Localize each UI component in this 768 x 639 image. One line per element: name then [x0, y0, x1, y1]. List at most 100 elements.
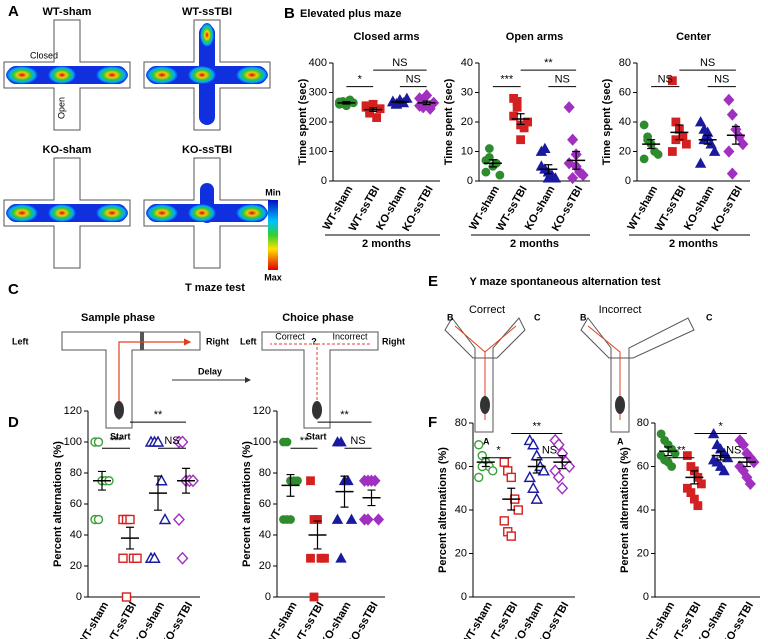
sig-label: * [496, 445, 501, 457]
data-point [737, 438, 749, 451]
data-point [567, 133, 579, 146]
y-tick-label: 100 [309, 145, 327, 157]
sig-label: *** [110, 435, 124, 447]
data-point [723, 145, 735, 158]
data-point [693, 501, 703, 511]
data-point [176, 435, 189, 449]
data-point [667, 76, 677, 86]
data-point [537, 464, 550, 476]
sig-label: NS [350, 435, 365, 447]
data-point [306, 553, 315, 563]
sig-label: ** [677, 445, 686, 457]
data-point [158, 513, 172, 525]
y-tick-label: 40 [637, 504, 649, 516]
scale-label: Max [264, 272, 282, 282]
y-tick-label: 0 [76, 591, 82, 603]
maze-title: WT-ssTBI [182, 6, 232, 18]
y-tick-label: 60 [637, 460, 649, 472]
arm-label: B [447, 312, 454, 322]
y-tick-label: 30 [461, 86, 473, 98]
y-tick-label: 0 [265, 591, 271, 603]
data-point [694, 116, 707, 127]
sig-label: * [718, 420, 723, 432]
scale-label: Min [265, 187, 281, 197]
y-axis-label: Percent alternations (%) [437, 447, 449, 573]
data-point [667, 462, 677, 471]
y-tick-label: 0 [467, 175, 473, 187]
sem-bar [154, 475, 162, 511]
sig-label: *** [500, 74, 514, 86]
maze-title: Correct [469, 304, 505, 316]
heat-spot [48, 204, 76, 222]
panel-title: Y maze spontaneous alternation test [469, 276, 660, 288]
data-point [530, 492, 543, 504]
sig-label: ** [544, 57, 553, 69]
panel-title: T maze test [185, 282, 245, 294]
data-point [639, 154, 649, 164]
data-point [523, 117, 533, 127]
y-axis-label: Time spent (sec) [297, 78, 309, 165]
chart-title: Closed arms [353, 31, 419, 43]
data-point [335, 552, 347, 563]
data-point [639, 120, 649, 130]
data-point [556, 481, 569, 495]
data-point [309, 592, 319, 602]
y-tick-label: 80 [637, 417, 649, 429]
data-point [372, 113, 382, 122]
maze-label: Correct [275, 331, 305, 341]
sig-label: NS [406, 74, 421, 86]
arm-label: C [706, 312, 713, 322]
data-point [718, 465, 730, 476]
y-tick-label: 60 [455, 460, 467, 472]
sem-bar [731, 125, 740, 145]
sem-bar [516, 113, 525, 125]
data-point [681, 139, 691, 149]
data-point [567, 171, 579, 185]
heat-spot [48, 66, 76, 84]
data-point [155, 474, 168, 486]
arm-label: Open [56, 97, 66, 119]
sem-bar [647, 139, 656, 150]
heat-spot [96, 66, 128, 84]
data-point [694, 157, 707, 168]
y-axis-label: Percent alternations (%) [241, 441, 253, 567]
sig-label: ** [340, 409, 349, 421]
sem-bar [690, 470, 699, 485]
heat-spot [96, 204, 128, 222]
maze-label: Right [206, 336, 229, 346]
panel-letter: D [8, 414, 19, 431]
heat-spot [236, 204, 268, 222]
y-tick-label: 0 [643, 591, 649, 603]
data-point [331, 513, 344, 524]
data-point [512, 102, 522, 112]
y-tick-label: 60 [70, 498, 82, 510]
y-axis-label: Time spent (sec) [601, 78, 613, 165]
y-tick-label: 300 [309, 86, 327, 98]
data-point [375, 104, 385, 114]
data-point [523, 470, 536, 483]
sig-label: NS [714, 74, 729, 86]
y-axis-label: Percent alternations (%) [619, 447, 631, 573]
y-tick-label: 20 [637, 547, 649, 559]
maze-label: Start [306, 431, 327, 441]
sem-bar [286, 473, 295, 497]
data-point [342, 474, 354, 486]
sem-bar [395, 100, 404, 104]
panel-title: Elevated plus maze [300, 8, 402, 20]
data-point [542, 172, 555, 183]
data-point [474, 440, 484, 450]
sem-bar [182, 467, 190, 494]
heat-spot [146, 66, 178, 84]
data-point [506, 531, 516, 541]
sem-bar [422, 100, 431, 106]
y-tick-label: 60 [259, 498, 271, 510]
data-point [549, 172, 562, 183]
data-point [121, 592, 132, 602]
heat-spot [188, 204, 216, 222]
chart-title: Center [676, 31, 712, 43]
data-point [708, 145, 721, 156]
y-tick-label: 20 [70, 560, 82, 572]
arm-label: A [483, 436, 490, 446]
sig-label: ** [154, 409, 163, 421]
